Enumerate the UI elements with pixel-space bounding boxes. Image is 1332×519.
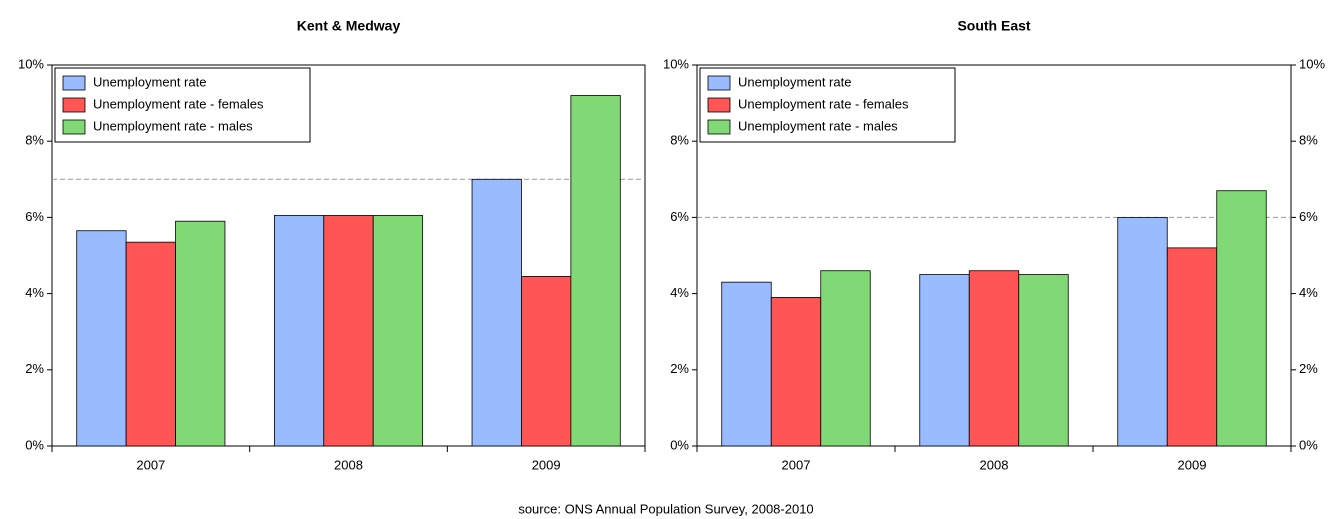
bar: [1216, 190, 1267, 447]
bar: [76, 230, 127, 447]
legend-label: Unemployment rate: [93, 74, 206, 89]
y-tick-label-right: 8%: [1299, 133, 1318, 148]
bar: [570, 95, 621, 447]
legend-swatch: [707, 97, 731, 113]
bar: [770, 297, 822, 447]
bar: [1117, 216, 1168, 447]
bar: [919, 274, 970, 447]
legend-box: [699, 67, 956, 143]
y-tick-label-right: 4%: [1299, 285, 1318, 300]
y-tick-label: 8%: [25, 133, 44, 148]
legend-swatch: [62, 119, 86, 135]
bar: [125, 241, 176, 447]
legend-label: Unemployment rate - females: [93, 96, 264, 111]
legend-swatch: [707, 119, 731, 135]
legend-label: Unemployment rate - males: [738, 118, 898, 133]
y-tick-label: 10%: [663, 56, 689, 71]
chart-title: Kent & Medway: [297, 18, 401, 34]
y-tick-label: 8%: [670, 133, 689, 148]
bar: [273, 215, 325, 447]
chart-title: South East: [957, 18, 1030, 34]
legend-swatch: [707, 75, 731, 91]
legend-swatch: [62, 97, 86, 113]
x-tick-label: 2008: [334, 457, 363, 472]
y-tick-label: 2%: [670, 361, 689, 376]
y-tick-label: 6%: [670, 209, 689, 224]
x-tick-label: 2007: [782, 457, 811, 472]
bar: [471, 178, 522, 447]
bar: [820, 270, 871, 447]
x-tick-label: 2007: [136, 457, 165, 472]
y-tick-label: 4%: [25, 285, 44, 300]
legend-label: Unemployment rate - females: [738, 96, 909, 111]
source-note: source: ONS Annual Population Survey, 20…: [518, 501, 813, 516]
bar: [323, 215, 374, 447]
bar: [1166, 247, 1218, 447]
x-tick-label: 2008: [980, 457, 1009, 472]
legend-swatch: [62, 75, 86, 91]
y-tick-label-right: 6%: [1299, 209, 1318, 224]
y-tick-label: 6%: [25, 209, 44, 224]
legend-box: [54, 67, 311, 143]
y-tick-label: 2%: [25, 361, 44, 376]
bar: [372, 215, 424, 447]
y-tick-label: 4%: [670, 285, 689, 300]
bar: [521, 276, 572, 447]
legend-label: Unemployment rate - males: [93, 118, 253, 133]
y-tick-label: 10%: [18, 56, 44, 71]
y-tick-label-right: 2%: [1299, 361, 1318, 376]
y-tick-label: 0%: [25, 437, 44, 452]
bar: [175, 220, 226, 447]
x-tick-label: 2009: [1178, 457, 1207, 472]
y-tick-label: 0%: [670, 437, 689, 452]
bar: [968, 270, 1020, 447]
bar: [1018, 274, 1069, 447]
legend-label: Unemployment rate: [738, 74, 851, 89]
bar: [721, 281, 772, 447]
y-tick-label-right: 10%: [1299, 56, 1325, 71]
y-tick-label-right: 0%: [1299, 437, 1318, 452]
x-tick-label: 2009: [532, 457, 561, 472]
